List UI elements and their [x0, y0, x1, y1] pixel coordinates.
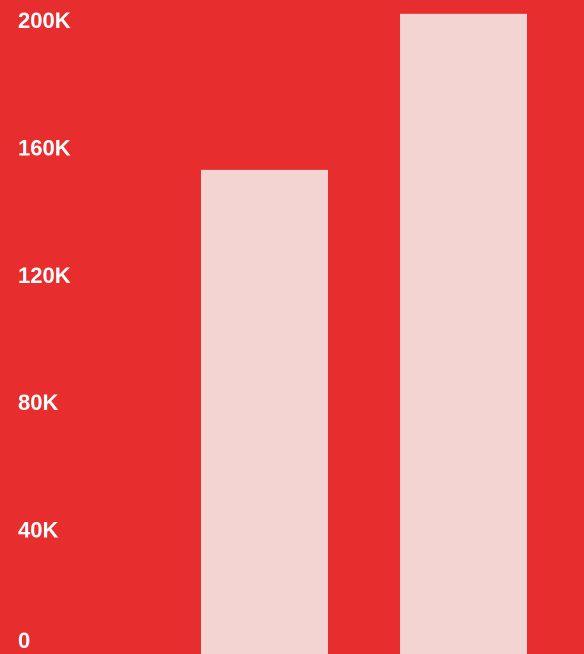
bar [201, 169, 328, 654]
y-tick-label: 120K [18, 263, 71, 288]
bar [400, 13, 527, 654]
y-axis: 0 40K 80K 120K 160K 200K [18, 8, 71, 653]
y-tick-label: 160K [18, 135, 71, 160]
y-tick-label: 0 [18, 628, 30, 653]
y-tick-label: 200K [18, 8, 71, 33]
y-tick-label: 80K [18, 390, 58, 415]
y-tick-label: 40K [18, 518, 58, 543]
bars [201, 13, 527, 654]
